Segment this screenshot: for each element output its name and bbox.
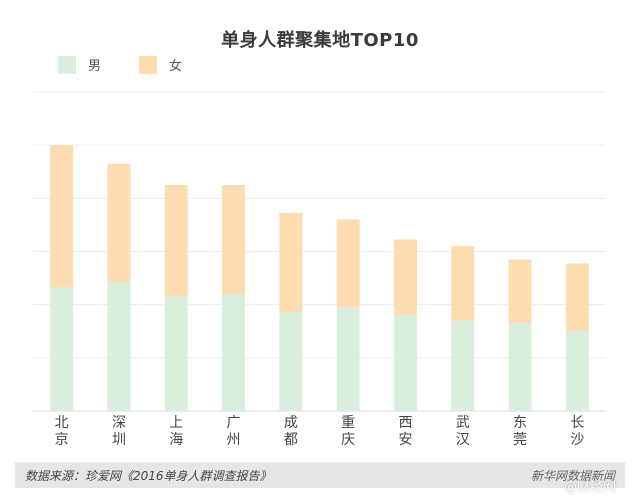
bar-male-6 (393, 315, 417, 411)
bar-male-9 (565, 331, 589, 411)
watermark: @财经网 (563, 480, 616, 495)
bar-female-1 (107, 163, 131, 283)
legend-swatch-female (139, 55, 158, 74)
footer-bar: 数据来源：珍爱网《2016单身人群调查报告》 新华网数据新闻 (15, 462, 625, 488)
data-source: 数据来源：珍爱网《2016单身人群调查报告》 (25, 469, 272, 483)
bar-male-4 (279, 312, 303, 411)
credit-label: 新华网数据新闻 (530, 469, 615, 483)
bar-male-3 (222, 294, 246, 411)
bar-female-5 (336, 219, 360, 308)
chart-title: 单身人群聚集地TOP10 (221, 30, 419, 51)
bar-female-7 (451, 246, 475, 321)
bar-male-7 (451, 320, 475, 411)
bar-male-5 (336, 307, 360, 411)
category-label-7: 武汉 (456, 415, 470, 448)
bar-female-3 (222, 185, 246, 295)
category-label-2: 上海 (169, 415, 183, 448)
legend-swatch-male (58, 55, 76, 74)
bar-male-1 (107, 282, 131, 411)
legend: 男 女 (58, 55, 220, 74)
bar-male-8 (508, 323, 532, 411)
category-label-1: 深圳 (112, 415, 126, 448)
bar-female-8 (508, 259, 532, 324)
bar-female-6 (393, 239, 417, 316)
legend-label-female: 女 (169, 59, 183, 74)
bar-female-2 (164, 185, 188, 297)
legend-item-female: 女 (139, 55, 182, 74)
bar-male-2 (164, 296, 188, 411)
legend-item-male: 男 (58, 55, 101, 74)
category-label-3: 广州 (227, 415, 241, 448)
legend-label-male: 男 (88, 59, 102, 74)
category-label-4: 成都 (284, 415, 298, 448)
category-label-0: 北京 (55, 415, 69, 448)
bar-chart: 北京 深圳 上海 广州 成都 重庆 西安 武汉 东莞 长沙 (33, 91, 606, 448)
category-label-5: 重庆 (341, 415, 355, 448)
category-label-6: 西安 (398, 415, 412, 448)
bar-female-0 (50, 145, 74, 288)
bar-male-0 (50, 287, 74, 411)
bar-female-4 (279, 212, 303, 313)
category-label-8: 东莞 (513, 415, 527, 448)
category-label-9: 长沙 (570, 415, 584, 448)
bar-female-9 (565, 263, 589, 332)
